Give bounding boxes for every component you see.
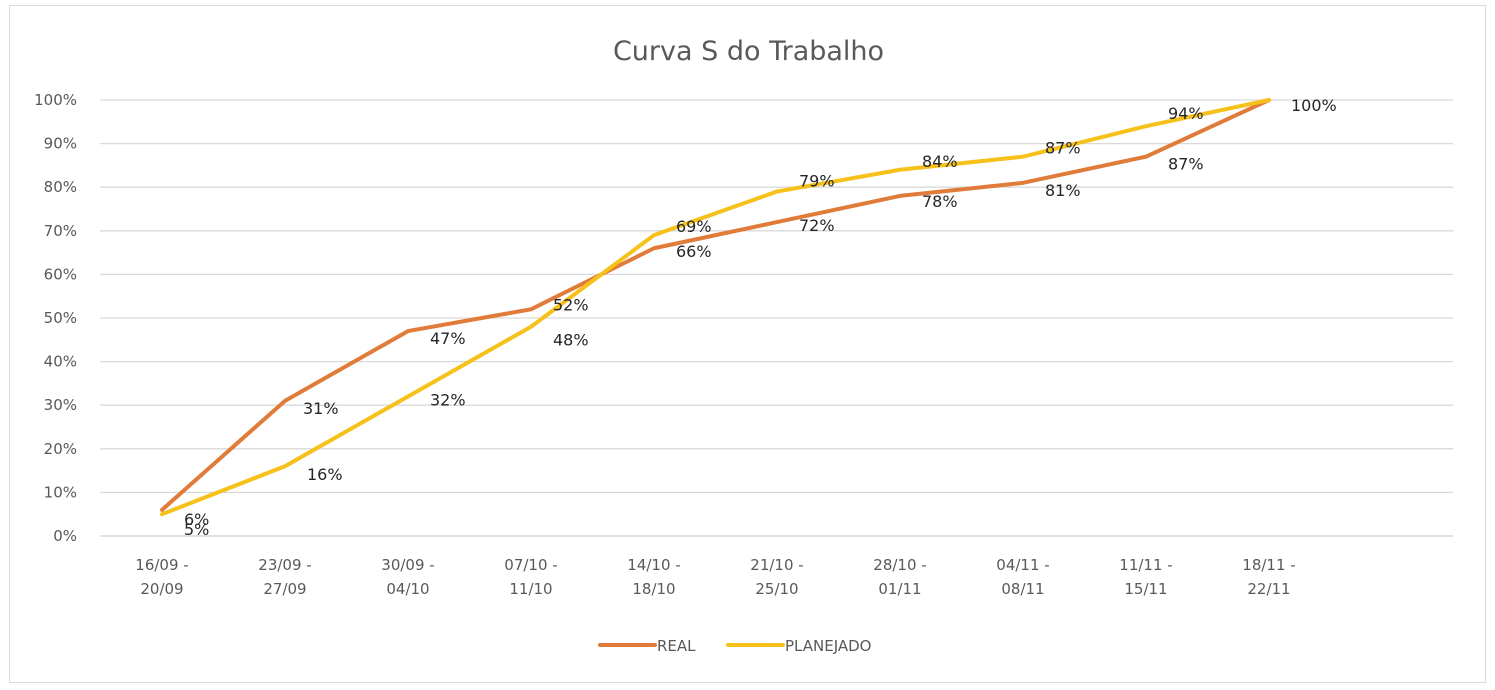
data-label-real: 66% <box>676 242 712 261</box>
y-tick-label: 80% <box>44 178 77 196</box>
data-label-planejado: 84% <box>922 152 958 171</box>
x-tick-label: 18/11 -22/11 <box>1242 556 1295 598</box>
data-label-planejado: 16% <box>307 465 343 484</box>
data-label-real: 31% <box>303 399 339 418</box>
x-tick-label: 16/09 -20/09 <box>135 556 188 598</box>
chart-title: Curva S do Trabalho <box>612 36 885 67</box>
data-label-real: 100% <box>1291 96 1337 115</box>
data-label-real: 52% <box>553 295 589 314</box>
y-tick-label: 0% <box>53 527 77 545</box>
y-tick-label: 90% <box>44 135 77 153</box>
x-tick-label: 21/10 -25/10 <box>750 556 803 598</box>
data-label-real: 47% <box>430 329 466 348</box>
y-tick-label: 60% <box>44 265 77 283</box>
y-axis: 0% 10% 20% 30% 40% 50% 60% 70% 80% 90% 100% <box>34 91 77 545</box>
legend-item-planejado[interactable]: PLANEJADO <box>726 637 871 655</box>
data-label-real: 87% <box>1168 155 1204 174</box>
legend: REAL PLANEJADO <box>598 637 871 655</box>
x-tick-label: 07/10 -11/10 <box>504 556 557 598</box>
x-tick-label: 11/11 -15/11 <box>1119 556 1172 598</box>
x-tick-label: 04/11 -08/11 <box>996 556 1049 598</box>
data-label-planejado: 69% <box>676 217 712 236</box>
data-labels: 6% 31% 47% 52% 66% 72% 78% 81% 87% 100% 5% 16% 32% 48… <box>184 96 1337 539</box>
y-tick-label: 70% <box>44 222 77 240</box>
data-label-planejado: 79% <box>799 172 835 191</box>
y-tick-label: 40% <box>44 353 77 371</box>
data-label-planejado: 87% <box>1045 139 1081 158</box>
x-tick-label: 30/09 -04/10 <box>381 556 434 598</box>
y-tick-label: 10% <box>44 483 77 501</box>
data-label-planejado: 48% <box>553 331 589 350</box>
gridlines <box>100 99 1453 537</box>
x-tick-label: 23/09 -27/09 <box>258 556 311 598</box>
series-line-real <box>160 98 1271 512</box>
series-line-planejado <box>160 98 1271 517</box>
series-lines <box>160 98 1271 517</box>
data-label-real: 78% <box>922 192 958 211</box>
data-label-planejado: 5% <box>184 520 209 539</box>
y-tick-label: 50% <box>44 309 77 327</box>
chart-frame: Curva S do Trabalho <box>9 5 1486 683</box>
legend-label: PLANEJADO <box>785 637 871 655</box>
data-label-real: 72% <box>799 216 835 235</box>
x-tick-label: 14/10 -18/10 <box>627 556 680 598</box>
y-tick-label: 30% <box>44 396 77 414</box>
data-label-real: 81% <box>1045 181 1081 200</box>
data-label-planejado: 94% <box>1168 104 1204 123</box>
data-label-real: 6% <box>184 510 209 529</box>
legend-label: REAL <box>657 637 696 655</box>
y-tick-label: 20% <box>44 440 77 458</box>
y-tick-label: 100% <box>34 91 77 109</box>
data-label-planejado: 32% <box>430 390 466 409</box>
x-axis: 16/09 -20/09 23/09 -27/09 30/09 -04/10 07/1… <box>135 556 1295 598</box>
legend-item-real[interactable]: REAL <box>598 637 696 655</box>
x-tick-label: 28/10 -01/11 <box>873 556 926 598</box>
